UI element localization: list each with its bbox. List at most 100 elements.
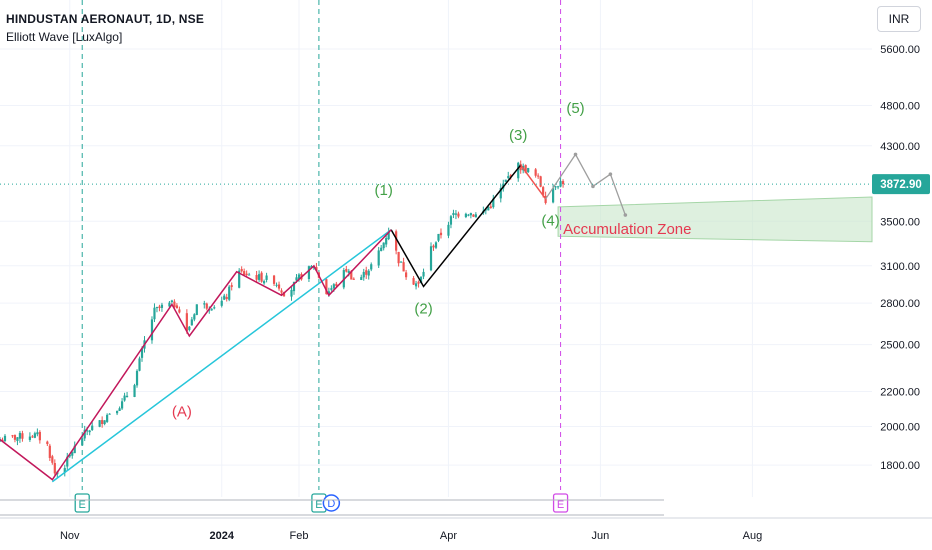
- candle-body-153: [534, 169, 537, 176]
- candle-body-9: [31, 436, 34, 438]
- candle-body-52: [178, 309, 181, 313]
- candle-body-72: [248, 274, 251, 276]
- y-tick-label-0: 5600.00: [880, 44, 920, 56]
- candle-body-136: [472, 214, 475, 217]
- candle-body-122: [422, 271, 425, 277]
- candle-body-155: [539, 176, 542, 187]
- price-axis[interactable]: 5600.00 4800.00 4300.00 3500.00 3100.00 2800.…: [0, 44, 930, 472]
- candle-body-15: [51, 456, 54, 463]
- y-tick-label-4: 3100.00: [880, 261, 920, 273]
- candle-body-25: [86, 430, 89, 432]
- candle-body-94: [327, 291, 330, 295]
- wave-label-2: (2): [414, 301, 432, 318]
- candle-body-127: [439, 232, 443, 236]
- candle-body-151: [524, 165, 527, 173]
- accumulation-zone: Accumulation Zone: [557, 196, 873, 243]
- candle-body-159: [554, 186, 557, 188]
- candle-body-47: [160, 304, 164, 308]
- candle-body-147: [509, 175, 512, 177]
- candle-body-49: [170, 300, 174, 303]
- candle-body-112: [387, 231, 390, 240]
- candle-body-13: [46, 441, 49, 445]
- indicator-label[interactable]: Elliott Wave [LuxAlgo]: [6, 30, 123, 44]
- accumulation-zone-label: Accumulation Zone: [563, 221, 691, 238]
- candle-body-88: [307, 266, 311, 279]
- candle-body-77: [265, 275, 268, 280]
- candle-body-93: [325, 279, 328, 295]
- candle-body-8: [28, 436, 31, 440]
- candle-body-10: [33, 433, 36, 438]
- y-tick-label-6: 2500.00: [880, 340, 920, 352]
- earnings-marker-text-2: E: [557, 499, 564, 511]
- candle-body-27: [91, 425, 94, 431]
- candle-body-149: [519, 164, 522, 171]
- candle-body-152: [527, 167, 530, 173]
- wave-line-1: [390, 164, 522, 288]
- candle-body-4: [13, 435, 17, 440]
- candle-body-83: [290, 289, 293, 297]
- x-tick-label-4: Jun: [592, 530, 610, 542]
- candle-body-86: [297, 274, 301, 280]
- candle-body-142: [492, 198, 495, 208]
- time-axis[interactable]: Nov 2024 Feb Apr Jun Aug: [0, 499, 932, 542]
- symbol-title[interactable]: HINDUSTAN AERONAUT, 1D, NSE: [6, 12, 205, 26]
- candle-body-45: [155, 307, 159, 309]
- candle-body-33: [115, 410, 119, 414]
- candle-body-95: [330, 288, 333, 290]
- candle-body-103: [360, 277, 363, 280]
- candle-body-137: [474, 214, 477, 218]
- candle-body-20: [68, 454, 71, 457]
- candle-body-5: [16, 437, 19, 441]
- candle-body-96: [332, 284, 335, 289]
- candle-body-67: [230, 285, 233, 287]
- candle-body-113: [395, 231, 398, 251]
- candle-body-63: [220, 300, 223, 306]
- candle-body-40: [138, 358, 141, 371]
- chart-legend: HINDUSTAN AERONAUT, 1D, NSE Elliott Wave…: [6, 10, 204, 46]
- wave-line-0: [51, 229, 392, 483]
- candle-body-81: [280, 290, 283, 293]
- candle-body-31: [106, 414, 109, 422]
- projection-point-0: [573, 152, 578, 157]
- candle-body-65: [225, 296, 228, 299]
- wave-label-5: (5): [566, 100, 584, 117]
- candle-body-91: [315, 267, 318, 271]
- candle-body-58: [203, 303, 206, 305]
- candle-body-11: [36, 432, 39, 435]
- candle-body-124: [432, 245, 435, 248]
- candle-body-69: [240, 268, 243, 272]
- wave-label-4: (4): [541, 212, 559, 229]
- y-tick-label-8: 2000.00: [880, 421, 920, 433]
- candle-body-126: [437, 233, 440, 241]
- candle-body-70: [243, 271, 246, 275]
- candle-body-80: [277, 284, 281, 289]
- wave-label-3: (3): [509, 127, 527, 144]
- candle-body-125: [434, 242, 438, 248]
- x-tick-label-3: Apr: [440, 530, 457, 542]
- candle-body-101: [350, 271, 353, 280]
- candle-body-160: [556, 186, 560, 188]
- y-tick-label-3: 3500.00: [880, 216, 920, 228]
- currency-button[interactable]: INR: [877, 6, 921, 32]
- candle-body-46: [158, 306, 161, 308]
- candle-body-106: [367, 270, 370, 276]
- last-price-text: 3872.90: [880, 179, 922, 191]
- earnings-marker-2: [552, 493, 569, 513]
- candle-body-162: [561, 181, 565, 185]
- candles: [0, 160, 565, 478]
- candle-body-143: [499, 188, 502, 199]
- candle-body-68: [238, 270, 241, 288]
- candle-body-108: [377, 250, 380, 266]
- candle-body-111: [385, 238, 388, 245]
- earnings-marker-0: [74, 493, 90, 513]
- y-tick-label-5: 2800.00: [880, 298, 920, 310]
- candle-body-43: [150, 319, 154, 341]
- candle-body-37: [125, 395, 129, 398]
- candle-body-129: [449, 216, 453, 225]
- candle-body-154: [537, 175, 540, 177]
- candle-body-14: [48, 445, 51, 458]
- wave-label-1: (1): [375, 182, 393, 199]
- projection-point-1: [591, 184, 595, 189]
- candle-body-30: [103, 420, 106, 425]
